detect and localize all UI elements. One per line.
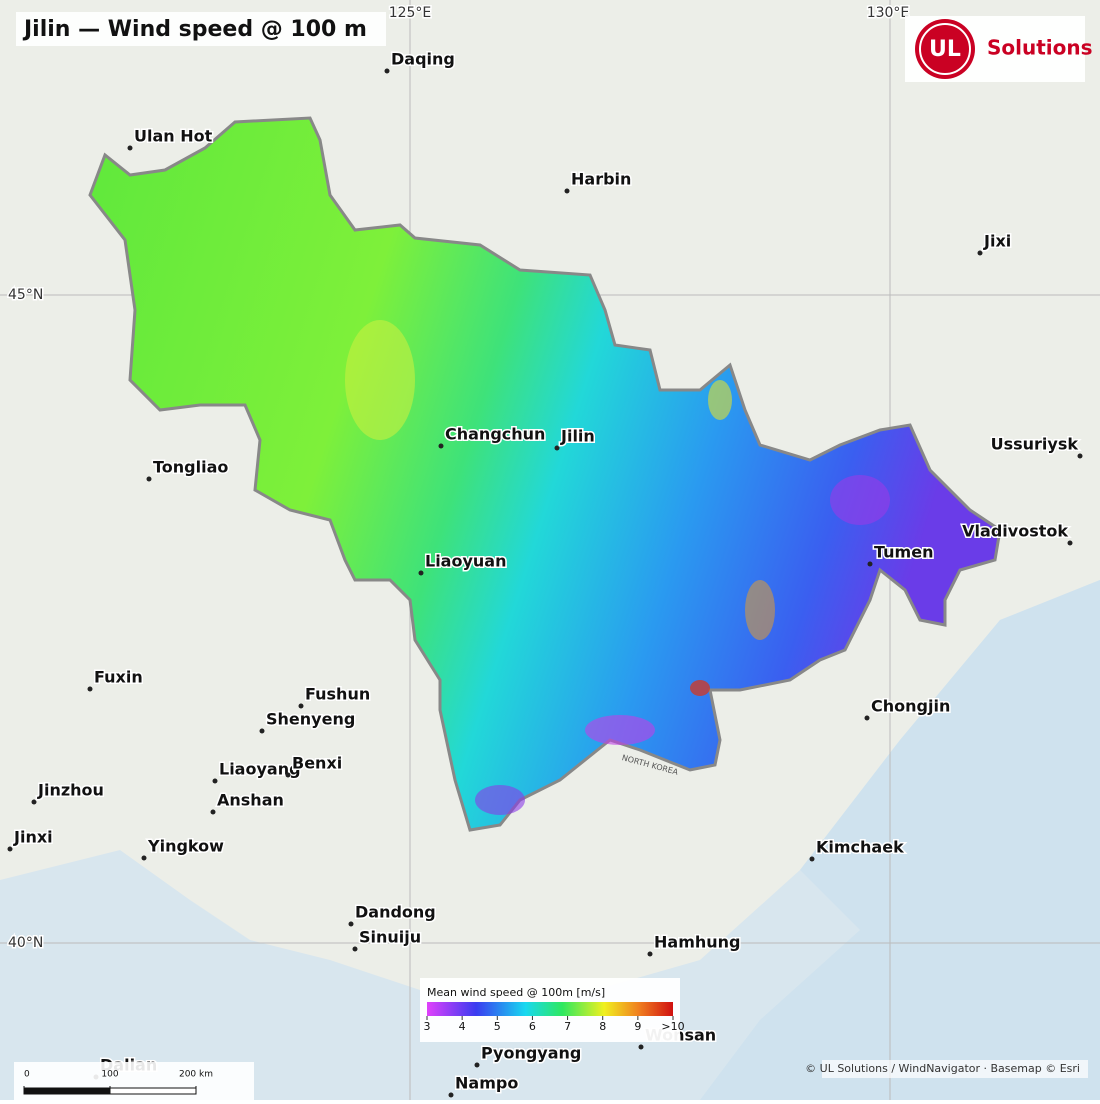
city-dot (298, 703, 304, 709)
city-label: Chongjin (871, 697, 950, 716)
city-label: Sinuiju (359, 928, 421, 947)
longitude-label: 130°E (867, 5, 910, 21)
city-label: Jixi (983, 232, 1011, 251)
city-label: Hamhung (654, 933, 740, 952)
city-dot (7, 846, 13, 852)
legend-tick-label: 5 (494, 1020, 501, 1033)
city-label: Ulan Hot (134, 127, 213, 146)
city-dot (259, 728, 265, 734)
city-dot (212, 778, 218, 784)
city-dot (141, 855, 147, 861)
legend-tick-label: 9 (634, 1020, 641, 1033)
city-label: Benxi (292, 754, 342, 773)
city-dot (87, 686, 93, 692)
wind-patch (585, 715, 655, 745)
city-label: Yingkow (147, 837, 224, 856)
sea (700, 580, 1100, 1100)
city-dot (348, 921, 354, 927)
legend-tick-label: 6 (529, 1020, 536, 1033)
scale-bar: 0 100 200 km (14, 1062, 254, 1100)
wind-region (88, 116, 1002, 832)
city-label: Tongliao (153, 458, 228, 477)
logo-ring (919, 23, 971, 75)
legend: Mean wind speed @ 100m [m/s] 3 4 5 6 7 8 9 >10 (420, 978, 685, 1042)
city-dot (285, 772, 291, 778)
city-dot (864, 715, 870, 721)
city-label: Liaoyuan (425, 552, 506, 571)
logo-mark-text: UL (929, 37, 961, 62)
city-label: Harbin (571, 170, 631, 189)
attribution: © UL Solutions / WindNavigator · Basemap… (805, 1062, 1080, 1075)
city-labels: Daqing Ulan Hot Harbin Jixi Changchun Jilin To… (7, 48, 1083, 1098)
city-dot (867, 561, 873, 567)
title-box (16, 12, 386, 46)
scale-tick-label: 200 km (179, 1070, 213, 1080)
legend-title: Mean wind speed @ 100m [m/s] (427, 986, 605, 999)
wind-patch (475, 785, 525, 815)
city-dot (647, 951, 653, 957)
wind-patch (690, 680, 710, 696)
wind-patch (830, 475, 890, 525)
city-dot (352, 946, 358, 952)
city-label: Shenyeng (266, 710, 355, 729)
city-dot (1077, 453, 1083, 459)
city-dot (210, 809, 216, 815)
wind-patch (745, 580, 775, 640)
city-dot (638, 1044, 644, 1050)
city-label: Jilin (560, 427, 595, 446)
city-label: Liaoyang (219, 760, 301, 779)
legend-tick-label: 7 (564, 1020, 571, 1033)
city-label: Jinxi (13, 828, 53, 847)
legend-tick-label: 8 (599, 1020, 606, 1033)
city-dot (474, 1062, 480, 1068)
city-dot (146, 476, 152, 482)
city-dot (554, 445, 560, 451)
city-label: Fuxin (94, 668, 143, 687)
city-label: Pyongyang (481, 1044, 581, 1063)
longitude-label: 125°E (389, 5, 432, 21)
city-label: Ussuriysk (991, 435, 1079, 454)
logo-mark (915, 19, 975, 79)
city-dot (384, 68, 390, 74)
city-dot (31, 799, 37, 805)
logo-text: Solutions (987, 36, 1093, 60)
city-label: Kimchaek (816, 838, 904, 857)
city-label: Dandong (355, 903, 436, 922)
city-label: Daqing (391, 50, 455, 69)
city-dot (1067, 540, 1073, 546)
city-dot (809, 856, 815, 862)
city-dot (564, 188, 570, 194)
city-dot (418, 570, 424, 576)
city-dot (438, 443, 444, 449)
city-label: Changchun (445, 425, 545, 444)
legend-tick-label: 3 (424, 1020, 431, 1033)
title: Jilin — Wind speed @ 100 m (22, 17, 367, 42)
colorbar (427, 1002, 673, 1016)
scale-tick-label: 100 (101, 1070, 118, 1080)
latitude-label: 45°N (8, 287, 43, 303)
scale-fill (24, 1088, 110, 1094)
city-dot (977, 250, 983, 256)
city-label: Tumen (874, 543, 933, 562)
attribution-box (822, 1060, 1088, 1078)
city-dot (127, 145, 133, 151)
wind-patch (708, 380, 732, 420)
legend-tick-label: >10 (661, 1020, 684, 1033)
city-label: Fushun (305, 685, 370, 704)
latitude-label: 40°N (8, 935, 43, 951)
city-label: Anshan (217, 791, 284, 810)
city-label: Jinzhou (37, 781, 104, 800)
city-dot (448, 1092, 454, 1098)
legend-tick-label: 4 (459, 1020, 466, 1033)
city-label: Vladivostok (962, 522, 1068, 541)
scale-tick-label: 0 (24, 1070, 30, 1080)
wind-patch (345, 320, 415, 440)
city-label: Nampo (455, 1074, 518, 1093)
